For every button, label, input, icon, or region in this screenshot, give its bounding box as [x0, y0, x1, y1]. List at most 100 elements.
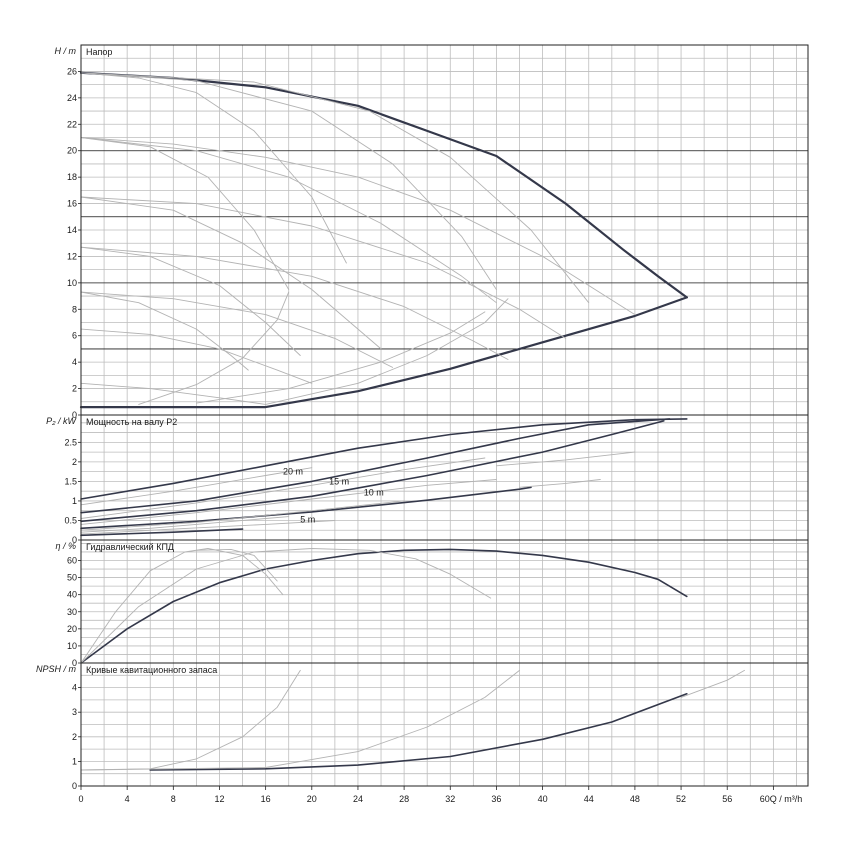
y-tick-label-npsh: 0 [72, 781, 77, 791]
y-tick-label-head: 22 [67, 119, 77, 129]
x-tick-label: 36 [491, 794, 501, 804]
x-tick-label: 44 [584, 794, 594, 804]
secondary-series-line-head [265, 298, 509, 405]
secondary-series-line-head [80, 246, 509, 360]
x-tick-label: 40 [538, 794, 548, 804]
x-tick-label: 48 [630, 794, 640, 804]
secondary-series-line-head [80, 382, 267, 405]
y-tick-label-npsh: 4 [72, 683, 77, 693]
y-tick-label-power: 0.5 [64, 515, 77, 525]
secondary-series-line-efficiency [195, 548, 278, 582]
y-tick-label-efficiency: 20 [67, 624, 77, 634]
secondary-series-line-power [495, 451, 636, 467]
panel-frame-npsh [80, 662, 809, 787]
y-tick-label-efficiency: 50 [67, 573, 77, 583]
y-axis-title-npsh: NPSH / m [36, 664, 77, 674]
y-tick-label-head: 12 [67, 251, 77, 261]
secondary-series-line-head [80, 196, 567, 339]
main-series-line-power [80, 420, 665, 523]
y-axis-title-power: P₂ / kW [46, 416, 77, 426]
secondary-series-line-power [80, 500, 405, 531]
y-tick-label-head: 20 [67, 146, 77, 156]
y-tick-label-npsh: 2 [72, 732, 77, 742]
y-tick-label-head: 2 [72, 384, 77, 394]
y-tick-label-head: 24 [67, 93, 77, 103]
secondary-series-line-power [80, 457, 486, 519]
secondary-series-line-power [80, 516, 290, 533]
main-series-line-npsh [149, 693, 688, 771]
y-tick-label-head: 14 [67, 225, 77, 235]
y-tick-label-head: 6 [72, 331, 77, 341]
y-tick-label-power: 1 [72, 496, 77, 506]
series-annotation-label: 20 m [283, 467, 303, 477]
main-series-line-head [79, 296, 688, 409]
main-series-line-power [80, 528, 244, 537]
panel-frame-efficiency [80, 539, 809, 664]
y-tick-label-power: 2.5 [64, 437, 77, 447]
y-tick-label-head: 16 [67, 199, 77, 209]
secondary-series-line-head [80, 72, 497, 290]
x-tick-label: 52 [676, 794, 686, 804]
y-tick-label-power: 1.5 [64, 476, 77, 486]
x-tick-label: 8 [171, 794, 176, 804]
series-annotation-label: 10 m [364, 487, 384, 497]
x-tick-label: 32 [445, 794, 455, 804]
y-tick-label-efficiency: 0 [72, 658, 77, 668]
series-annotation-label: 5 m [300, 515, 315, 525]
x-tick-label: 16 [261, 794, 271, 804]
y-tick-label-power: 2 [72, 457, 77, 467]
series-annotation-label: 15 m [329, 476, 349, 486]
x-tick-label: 20 [307, 794, 317, 804]
y-tick-label-efficiency: 40 [67, 590, 77, 600]
secondary-series-line-power [80, 479, 497, 525]
y-tick-label-power: 0 [72, 535, 77, 545]
secondary-series-line-efficiency [80, 548, 492, 664]
main-series-line-efficiency [80, 548, 688, 664]
secondary-series-line-power [80, 467, 313, 506]
panel-title-npsh: Кривые кавитационного запаса [86, 665, 217, 675]
secondary-series-line-npsh [680, 669, 745, 698]
x-tick-label: 4 [125, 794, 130, 804]
secondary-series-line-head [80, 246, 301, 356]
x-tick-label: 28 [399, 794, 409, 804]
panel-title-head: Напор [86, 47, 112, 57]
secondary-series-line-npsh [80, 669, 520, 771]
y-tick-label-head: 8 [72, 304, 77, 314]
secondary-series-line-head [80, 291, 249, 371]
secondary-series-line-head [80, 137, 636, 316]
secondary-series-line-head [80, 72, 347, 264]
secondary-series-line-power [519, 479, 601, 488]
x-tick-label: 24 [353, 794, 363, 804]
secondary-series-line-head [80, 196, 382, 350]
y-tick-label-npsh: 1 [72, 756, 77, 766]
main-series-line-power [80, 486, 532, 530]
y-axis-title-head: H / m [55, 46, 77, 56]
x-axis-title: 60Q / m³/h [760, 794, 803, 804]
main-series-line-power [80, 418, 688, 500]
secondary-series-line-head [138, 291, 290, 405]
y-tick-label-efficiency: 10 [67, 641, 77, 651]
secondary-series-line-head [80, 137, 497, 304]
y-tick-label-head: 18 [67, 172, 77, 182]
y-tick-label-efficiency: 60 [67, 556, 77, 566]
y-tick-label-head: 0 [72, 410, 77, 420]
secondary-series-line-power [80, 520, 336, 535]
secondary-series-line-head [80, 137, 290, 290]
main-series-line-power [80, 418, 671, 514]
x-tick-label: 12 [214, 794, 224, 804]
secondary-series-line-head [80, 72, 590, 304]
secondary-series-line-npsh [80, 669, 301, 771]
y-tick-label-head: 26 [67, 66, 77, 76]
secondary-series-line-head [195, 311, 486, 404]
panel-title-power: Мощность на валу P2 [86, 417, 177, 427]
secondary-series-line-head [80, 291, 394, 368]
y-tick-label-efficiency: 30 [67, 607, 77, 617]
y-tick-label-head: 4 [72, 357, 77, 367]
y-axis-title-efficiency: η / % [55, 541, 76, 551]
main-series-line-head [79, 71, 688, 299]
secondary-series-line-head [80, 328, 313, 384]
y-tick-label-head: 10 [67, 278, 77, 288]
x-tick-label: 56 [722, 794, 732, 804]
